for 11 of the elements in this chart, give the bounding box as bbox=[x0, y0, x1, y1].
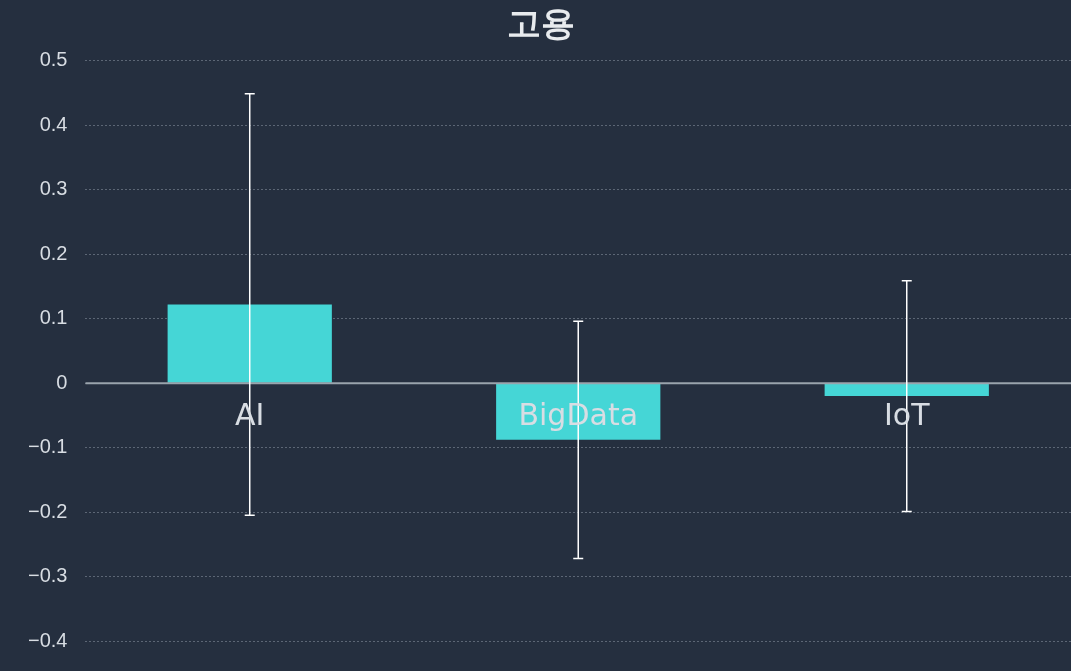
y-tick-label: −0.2 bbox=[28, 499, 68, 522]
y-tick-label: −0.3 bbox=[28, 564, 68, 587]
y-tick-label: −0.4 bbox=[28, 628, 68, 651]
y-tick-label: 0.4 bbox=[39, 112, 68, 135]
chart-title: 고용 bbox=[506, 3, 575, 44]
y-tick-label: −0.1 bbox=[28, 435, 68, 458]
y-tick-label: 0.2 bbox=[39, 241, 68, 264]
y-tick-label: 0 bbox=[56, 370, 68, 393]
y-tick-label: 0.5 bbox=[39, 48, 68, 71]
y-tick-label: 0.3 bbox=[39, 177, 68, 200]
y-tick-label: 0.1 bbox=[39, 306, 68, 329]
